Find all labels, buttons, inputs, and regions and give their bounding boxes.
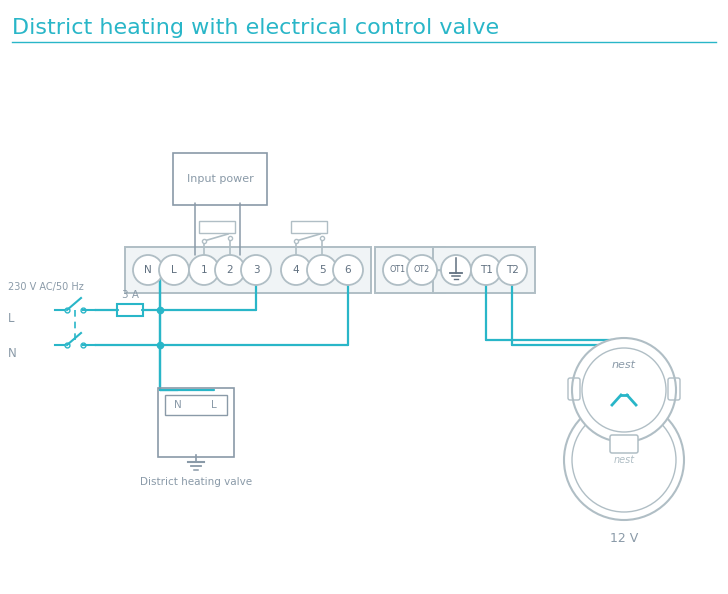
- Text: OT1: OT1: [390, 266, 406, 274]
- Circle shape: [471, 255, 501, 285]
- Text: L: L: [8, 312, 15, 325]
- Text: 3 A: 3 A: [122, 290, 138, 300]
- Text: 2: 2: [226, 265, 233, 275]
- Text: T1: T1: [480, 265, 492, 275]
- Text: L: L: [171, 265, 177, 275]
- Text: 1: 1: [201, 265, 207, 275]
- Text: Input power: Input power: [186, 174, 253, 184]
- Circle shape: [333, 255, 363, 285]
- Text: 5: 5: [319, 265, 325, 275]
- Text: N: N: [8, 347, 17, 360]
- Circle shape: [407, 255, 437, 285]
- Text: 12 V: 12 V: [610, 532, 638, 545]
- Text: District heating with electrical control valve: District heating with electrical control…: [12, 18, 499, 38]
- Text: N: N: [174, 400, 182, 410]
- Circle shape: [189, 255, 219, 285]
- Circle shape: [564, 400, 684, 520]
- FancyBboxPatch shape: [125, 247, 371, 293]
- Circle shape: [241, 255, 271, 285]
- Text: N: N: [144, 265, 152, 275]
- Text: OT2: OT2: [414, 266, 430, 274]
- Text: 3: 3: [253, 265, 259, 275]
- Text: T2: T2: [505, 265, 518, 275]
- Text: nest: nest: [612, 360, 636, 370]
- FancyBboxPatch shape: [433, 247, 535, 293]
- Circle shape: [572, 338, 676, 442]
- Circle shape: [159, 255, 189, 285]
- Circle shape: [215, 255, 245, 285]
- Text: District heating valve: District heating valve: [140, 477, 252, 487]
- FancyBboxPatch shape: [610, 435, 638, 453]
- Circle shape: [133, 255, 163, 285]
- Circle shape: [497, 255, 527, 285]
- Text: L: L: [211, 400, 217, 410]
- Circle shape: [383, 255, 413, 285]
- Text: 6: 6: [344, 265, 352, 275]
- Text: 4: 4: [293, 265, 299, 275]
- Text: 230 V AC/50 Hz: 230 V AC/50 Hz: [8, 282, 84, 292]
- Circle shape: [281, 255, 311, 285]
- Text: nest: nest: [614, 455, 635, 465]
- Circle shape: [307, 255, 337, 285]
- Circle shape: [441, 255, 471, 285]
- FancyBboxPatch shape: [375, 247, 445, 293]
